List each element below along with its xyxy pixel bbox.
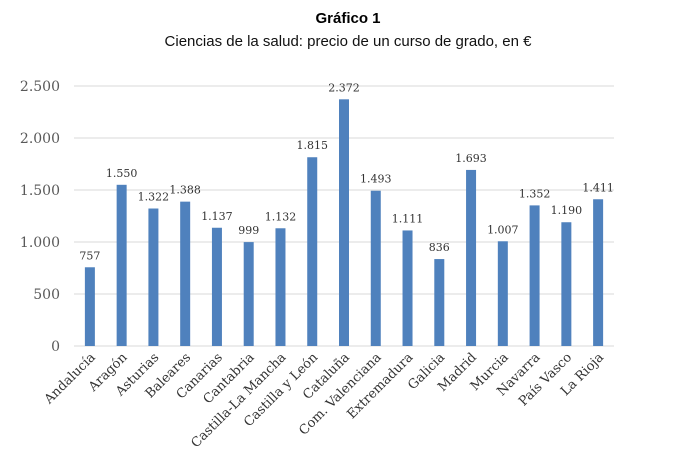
bar <box>307 157 318 346</box>
bars <box>84 99 604 346</box>
data-label: 999 <box>238 224 259 237</box>
data-label: 1.550 <box>106 167 138 180</box>
bar <box>434 259 445 346</box>
x-axis: AndalucíaAragónAsturiasBalearesCanariasC… <box>41 350 607 451</box>
bar <box>402 230 413 346</box>
data-label: 1.815 <box>296 139 328 152</box>
bar <box>180 201 191 346</box>
bar <box>593 199 604 346</box>
data-label: 836 <box>429 241 450 254</box>
bar <box>243 242 254 346</box>
bar <box>211 227 222 346</box>
y-tick-label: 0 <box>51 339 60 355</box>
chart-subtitle: Ciencias de la salud: precio de un curso… <box>164 33 532 50</box>
data-label: 1.132 <box>265 210 297 223</box>
data-label: 1.411 <box>582 181 614 194</box>
bar <box>529 205 540 346</box>
data-label: 1.693 <box>455 152 487 165</box>
y-tick-label: 2.500 <box>20 79 60 95</box>
bar <box>561 222 572 346</box>
data-label: 1.007 <box>487 223 519 236</box>
y-tick-label: 1.500 <box>20 183 60 199</box>
data-label: 757 <box>79 249 100 262</box>
bar <box>84 267 95 346</box>
bar <box>116 184 127 346</box>
data-label: 1.111 <box>392 212 424 225</box>
bar <box>466 169 477 346</box>
y-axis: 0 500 1.000 1.500 2.000 2.500 <box>20 79 60 355</box>
bar <box>148 208 159 346</box>
bar <box>370 190 381 346</box>
data-label: 2.372 <box>328 81 360 94</box>
data-label: 1.493 <box>360 173 392 186</box>
bar <box>275 228 286 346</box>
y-tick-label: 500 <box>33 287 60 303</box>
data-label: 1.137 <box>201 210 233 223</box>
y-tick-label: 2.000 <box>20 131 60 147</box>
data-label: 1.322 <box>138 191 170 204</box>
bar <box>339 99 349 346</box>
data-label: 1.352 <box>519 187 551 200</box>
chart-title: Gráfico 1 <box>315 10 381 27</box>
data-label: 1.388 <box>169 184 201 197</box>
bar <box>497 241 508 346</box>
y-tick-label: 1.000 <box>20 235 60 251</box>
data-label: 1.190 <box>551 204 583 217</box>
